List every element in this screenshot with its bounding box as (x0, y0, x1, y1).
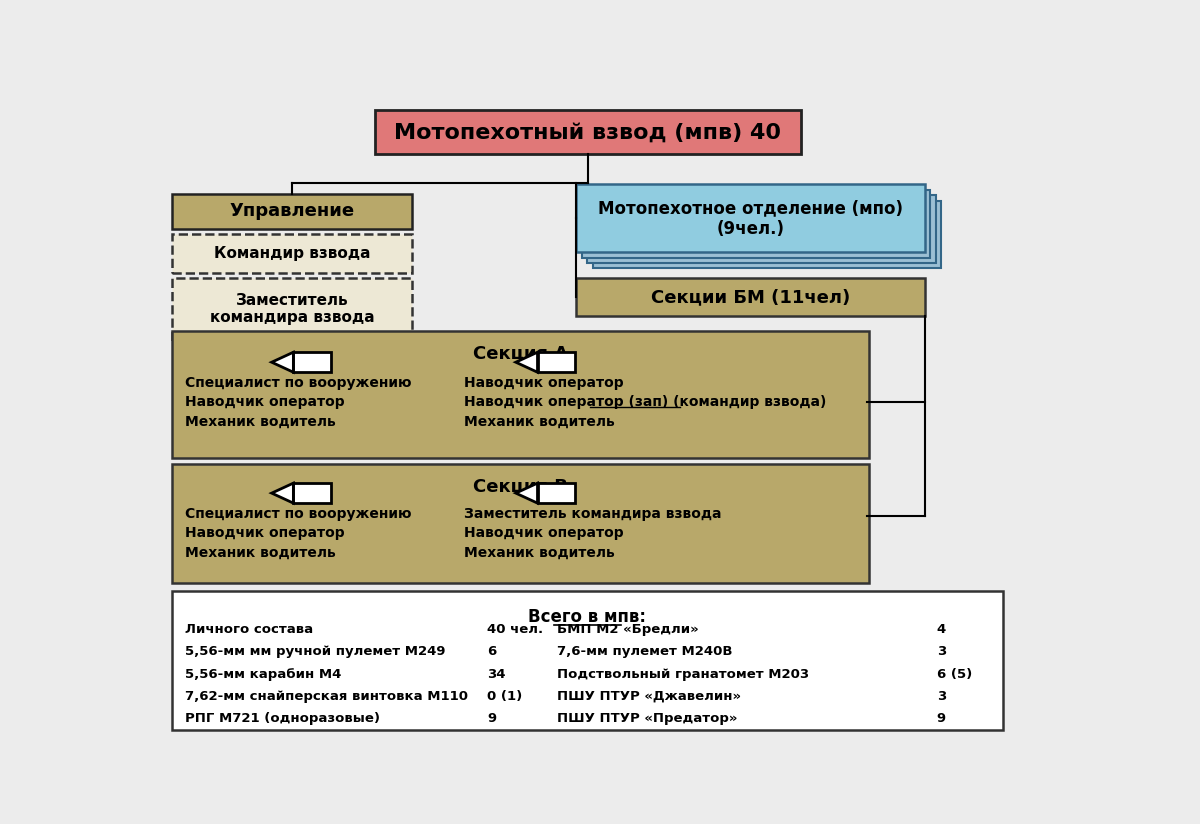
FancyBboxPatch shape (172, 464, 869, 583)
Polygon shape (538, 352, 575, 372)
Text: 9: 9 (937, 712, 946, 725)
Text: 4: 4 (937, 623, 946, 636)
Text: Наводчик оператор: Наводчик оператор (464, 527, 624, 541)
Text: 3: 3 (937, 645, 946, 658)
Text: Заместитель командира взвода: Заместитель командира взвода (464, 507, 721, 521)
Text: 5,56-мм мм ручной пулемет М249: 5,56-мм мм ручной пулемет М249 (185, 645, 445, 658)
Polygon shape (293, 352, 330, 372)
FancyBboxPatch shape (374, 110, 802, 154)
FancyBboxPatch shape (576, 278, 925, 316)
Text: 34: 34 (487, 667, 505, 681)
FancyBboxPatch shape (593, 200, 941, 269)
Text: 6 (5): 6 (5) (937, 667, 972, 681)
Text: Специалист по вооружению: Специалист по вооружению (185, 507, 412, 521)
Text: 9: 9 (487, 712, 497, 725)
Text: Секция В: Секция В (473, 478, 568, 496)
Text: 0 (1): 0 (1) (487, 690, 522, 703)
FancyBboxPatch shape (576, 185, 925, 252)
Text: ПШУ ПТУР «Джавелин»: ПШУ ПТУР «Джавелин» (557, 690, 742, 703)
Text: Секция А: Секция А (473, 344, 568, 363)
Text: 7,62-мм снайперская винтовка М110: 7,62-мм снайперская винтовка М110 (185, 690, 468, 703)
Text: Механик водитель: Механик водитель (464, 414, 614, 428)
Text: Механик водитель: Механик водитель (185, 545, 336, 559)
Text: Подствольный гранатомет М203: Подствольный гранатомет М203 (557, 667, 809, 681)
Polygon shape (516, 483, 538, 503)
Polygon shape (271, 483, 293, 503)
Text: 40 чел.: 40 чел. (487, 623, 544, 636)
Text: Командир взвода: Командир взвода (214, 246, 370, 261)
Text: Специалист по вооружению: Специалист по вооружению (185, 376, 412, 390)
Text: 5,56-мм карабин М4: 5,56-мм карабин М4 (185, 667, 341, 681)
Polygon shape (293, 483, 330, 503)
Text: Мотопехотное отделение (мпо)
(9чел.): Мотопехотное отделение (мпо) (9чел.) (598, 199, 904, 237)
Text: Наводчик оператор: Наводчик оператор (464, 376, 624, 390)
Text: Личного состава: Личного состава (185, 623, 313, 636)
FancyBboxPatch shape (587, 195, 936, 263)
Text: Наводчик оператор: Наводчик оператор (185, 396, 344, 410)
Text: Управление: Управление (229, 203, 354, 220)
Text: 6: 6 (487, 645, 497, 658)
Text: Всего в мпв:: Всего в мпв: (528, 608, 646, 626)
Text: 3: 3 (937, 690, 946, 703)
Text: Наводчик оператор (зап) (командир взвода): Наводчик оператор (зап) (командир взвода… (464, 396, 827, 410)
Polygon shape (538, 483, 575, 503)
FancyBboxPatch shape (172, 234, 412, 273)
Text: БМП М2 «Бредли»: БМП М2 «Бредли» (557, 623, 698, 636)
Text: Секции БМ (11чел): Секции БМ (11чел) (650, 288, 851, 306)
Text: Мотопехотный взвод (мпв) 40: Мотопехотный взвод (мпв) 40 (395, 123, 781, 143)
Text: Механик водитель: Механик водитель (464, 545, 614, 559)
FancyBboxPatch shape (172, 194, 412, 229)
Text: 7,6-мм пулемет М240В: 7,6-мм пулемет М240В (557, 645, 732, 658)
Polygon shape (271, 352, 293, 372)
Text: Наводчик оператор: Наводчик оператор (185, 527, 344, 541)
FancyBboxPatch shape (172, 330, 869, 457)
FancyBboxPatch shape (172, 278, 412, 340)
FancyBboxPatch shape (172, 591, 1002, 729)
Polygon shape (516, 352, 538, 372)
Text: РПГ М721 (одноразовые): РПГ М721 (одноразовые) (185, 712, 380, 725)
Text: Механик водитель: Механик водитель (185, 414, 336, 428)
Text: Заместитель
командира взвода: Заместитель командира взвода (210, 293, 374, 325)
Text: ПШУ ПТУР «Предатор»: ПШУ ПТУР «Предатор» (557, 712, 737, 725)
FancyBboxPatch shape (582, 190, 930, 258)
